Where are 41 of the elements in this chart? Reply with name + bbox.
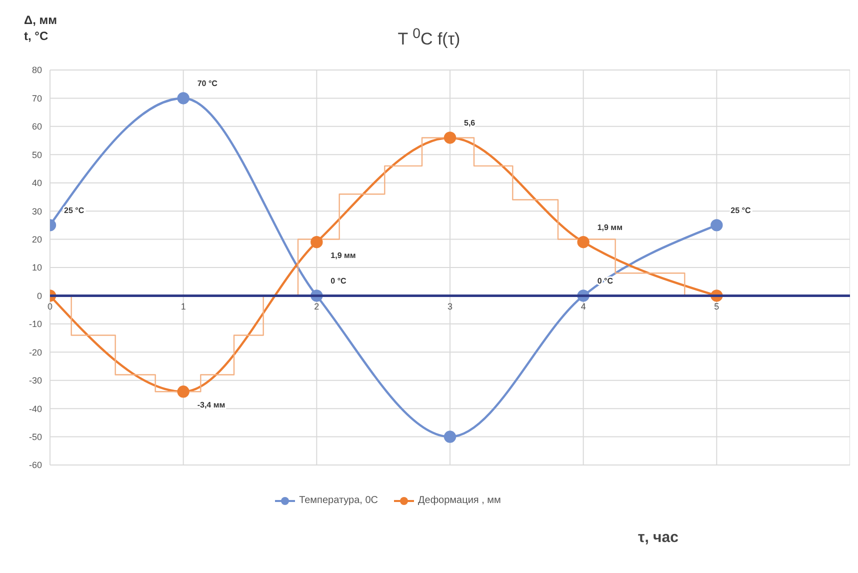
y-tick-label: -50 (28, 432, 42, 442)
data-label: 0 °C (330, 276, 347, 286)
y-tick-label: 10 (32, 262, 42, 273)
y-tick-label: 0 (36, 290, 42, 301)
y-tick-label: 70 (32, 93, 42, 104)
legend-label: Температура, 0С (298, 495, 378, 506)
annotation: -3,4 мм (197, 400, 226, 410)
annotation: 5,6 (464, 118, 476, 128)
y-tick-label: -40 (28, 404, 42, 414)
data-label: 25 °C (730, 206, 751, 216)
x-axis-title: τ, час (638, 529, 678, 546)
legend-label: Деформация , мм (416, 495, 501, 506)
y-tick-label: 20 (32, 234, 42, 244)
annotation: 1,9 мм (597, 223, 623, 232)
x-tick-label: 4 (580, 302, 586, 312)
y-tick-label: 50 (32, 150, 42, 160)
data-label: 70 °C (197, 79, 218, 88)
y-tick-label: 80 (32, 65, 42, 76)
x-tick-label: 2 (314, 302, 320, 312)
x-tick-label: 5 (714, 302, 720, 312)
x-tick-label: 0 (47, 302, 53, 312)
point (310, 236, 323, 248)
x-tick-label: 3 (447, 302, 453, 312)
y-axis-title: Δ, мм t, °C (24, 12, 58, 44)
point (444, 132, 456, 144)
y-tick-label: 60 (32, 122, 42, 132)
annotation: 1,9 мм (330, 251, 356, 260)
chart-title: T $^{0}$C f(τ) (398, 26, 460, 49)
point (577, 236, 590, 248)
point (177, 386, 190, 398)
x-tick-label: 1 (180, 302, 186, 312)
point (177, 92, 190, 104)
y-tick-label: 40 (32, 178, 42, 188)
y-tick-label: -60 (28, 460, 42, 470)
point (710, 219, 723, 232)
y-tick-label: 30 (32, 206, 42, 216)
point (444, 430, 456, 443)
y-tick-label: -20 (28, 347, 42, 358)
y-tick-label: -10 (28, 319, 42, 330)
y-tick-label: -30 (28, 376, 42, 386)
data-label: 25 °C (64, 206, 84, 216)
